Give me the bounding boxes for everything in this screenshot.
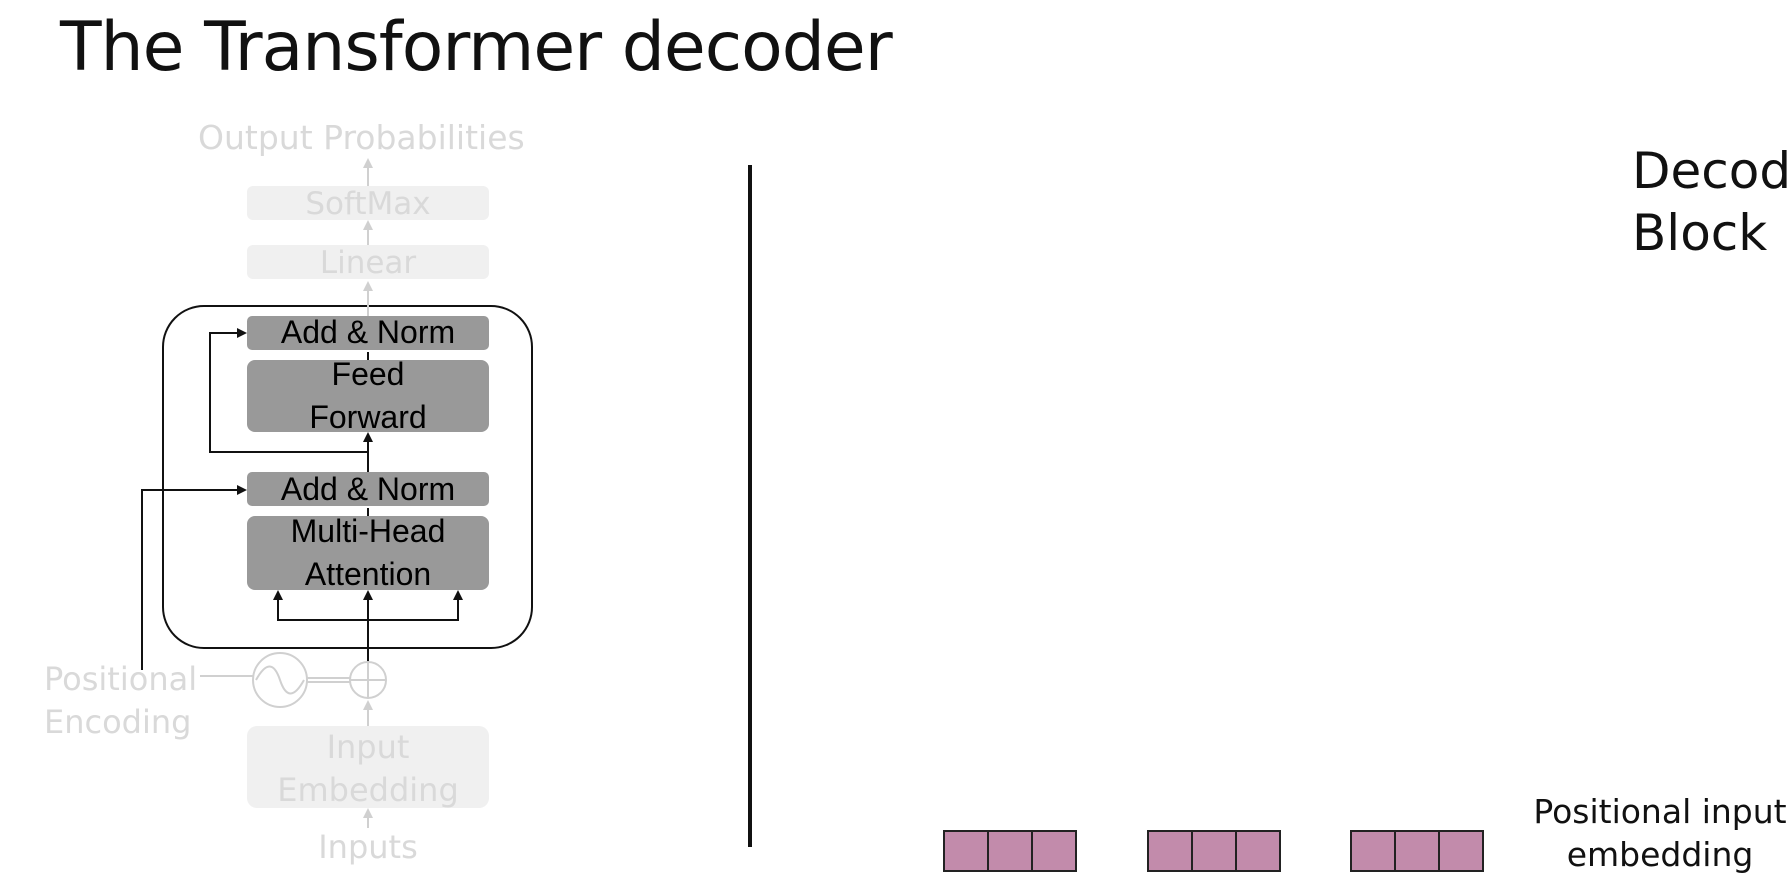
positional-input-embedding-label: Positional input embedding (1530, 790, 1790, 876)
input-embedding-label-line2: Embedding (277, 771, 459, 809)
embedding-cell (1235, 830, 1281, 872)
output-probabilities-label: Output Probabilities (198, 118, 525, 157)
feed-forward-label-line2: Forward (309, 399, 427, 435)
add-norm-bottom-label: Add & Norm (280, 471, 456, 507)
decoder-heading-line2: Block (1632, 204, 1768, 262)
add-norm-bottom-box (247, 472, 489, 506)
embedding-cell (1394, 830, 1440, 872)
sine-circle-icon (252, 652, 308, 708)
linear-label: Linear (319, 245, 417, 281)
positional-encoding-label-line1: Positional (44, 660, 198, 698)
decoder-block-outline (162, 305, 533, 649)
embedding-cell (1438, 830, 1484, 872)
softmax-label: SoftMax (305, 186, 431, 222)
divider-line (748, 165, 752, 847)
diagram-connectors (141, 158, 463, 828)
mha-label-line2: Attention (304, 556, 432, 592)
page-title: The Transformer decoder (60, 8, 893, 87)
embedding-cell (943, 830, 989, 872)
embedding-group (1147, 830, 1281, 872)
add-norm-top-box (247, 316, 489, 350)
embedding-cell (1147, 830, 1193, 872)
softmax-box (247, 186, 489, 220)
decoder-heading-line1: Decoder (1632, 142, 1790, 200)
embedding-cell (1191, 830, 1237, 872)
pos-input-line1: Positional input (1533, 792, 1787, 831)
embedding-cell (987, 830, 1033, 872)
embedding-group (943, 830, 1077, 872)
residual-ff (209, 328, 368, 453)
embedding-cell (1350, 830, 1396, 872)
embedding-cell (1031, 830, 1077, 872)
add-norm-top-label: Add & Norm (280, 314, 456, 350)
feed-forward-box (247, 360, 489, 432)
multi-head-attention-box (247, 516, 489, 590)
pos-input-line2: embedding (1566, 835, 1754, 874)
positional-encoding-label-line2: Encoding (44, 703, 192, 741)
embedding-group (1350, 830, 1484, 872)
inputs-label: Inputs (318, 828, 418, 866)
residual-mha (141, 485, 247, 670)
mha-label-line1: Multi-Head (290, 513, 446, 549)
input-embedding-box (247, 726, 489, 808)
feed-forward-label-line1: Feed (331, 356, 405, 392)
decoder-block-heading: Decoder Block (1632, 140, 1790, 264)
input-embedding-label-line1: Input (326, 728, 410, 766)
linear-box (247, 245, 489, 279)
